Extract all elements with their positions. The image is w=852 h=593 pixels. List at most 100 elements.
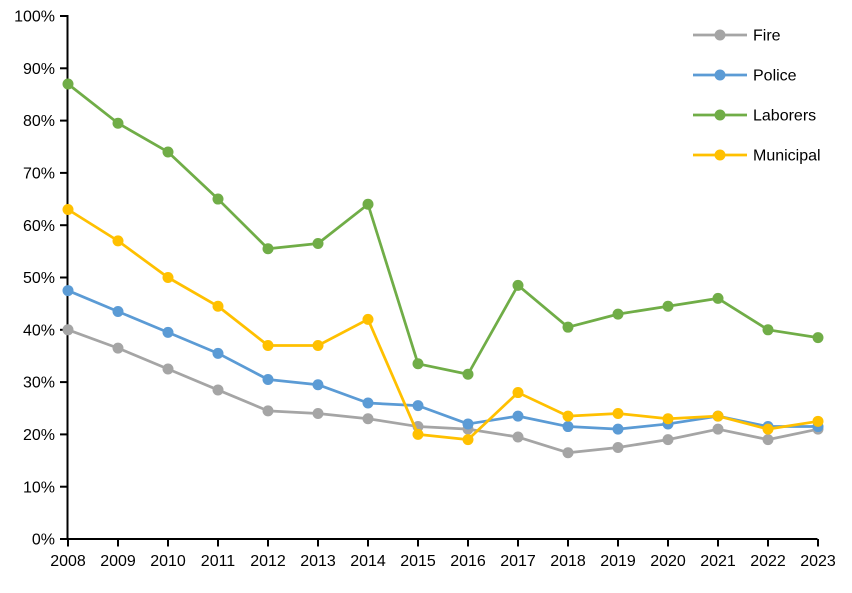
data-point-municipal-2011 (212, 300, 224, 312)
x-axis-label: 2023 (800, 553, 836, 570)
y-axis-label: 60% (23, 218, 55, 235)
data-point-laborers-2012 (262, 243, 274, 255)
series-line-laborers (67, 82, 819, 376)
x-axis-label: 2015 (400, 553, 436, 570)
data-point-municipal-2014 (362, 313, 374, 325)
data-point-police-2017 (512, 410, 524, 422)
legend-marker-municipal (714, 149, 726, 161)
series-line-fire (67, 328, 819, 455)
data-point-fire-2018 (562, 447, 574, 459)
data-point-laborers-2010 (162, 146, 174, 158)
legend-item-police: Police (693, 68, 797, 85)
data-point-police-2009 (112, 305, 124, 317)
legend-label-municipal: Municipal (753, 148, 821, 165)
data-point-laborers-2021 (712, 292, 724, 304)
legend: Fire Police Laborers Municipal (693, 28, 821, 165)
data-point-police-2010 (162, 326, 174, 338)
x-axis-label: 2020 (650, 553, 686, 570)
legend-item-municipal: Municipal (693, 148, 821, 165)
data-point-municipal-2010 (162, 272, 174, 283)
data-point-laborers-2015 (412, 358, 424, 370)
x-axis-label: 2008 (50, 553, 86, 570)
data-point-laborers-2008 (62, 78, 74, 90)
x-axis-label: 2011 (201, 553, 236, 570)
data-point-municipal-2015 (412, 428, 424, 440)
data-point-fire-2021 (712, 423, 724, 435)
x-axis-label: 2017 (500, 553, 536, 570)
x-axis-label: 2018 (550, 553, 586, 570)
x-axis-label: 2021 (700, 553, 736, 570)
data-point-police-2013 (312, 379, 324, 391)
data-point-laborers-2020 (662, 300, 674, 312)
series-laborers (62, 78, 824, 380)
x-axis-label: 2009 (100, 553, 136, 570)
data-point-police-2012 (262, 373, 274, 385)
data-point-laborers-2017 (512, 279, 524, 291)
data-point-fire-2012 (262, 405, 274, 417)
legend-label-police: Police (753, 68, 797, 85)
y-axis-label: 50% (23, 270, 55, 287)
data-point-fire-2010 (162, 363, 174, 375)
legend-marker-police (714, 69, 726, 81)
legend-item-laborers: Laborers (693, 108, 816, 125)
x-axis-label: 2019 (600, 553, 636, 570)
data-point-police-2018 (562, 421, 574, 433)
x-axis-label: 2010 (150, 553, 186, 570)
data-point-fire-2014 (362, 413, 374, 425)
data-point-municipal-2022 (762, 423, 774, 435)
legend-item-fire: Fire (693, 28, 781, 45)
y-axis-label: 90% (23, 61, 55, 78)
data-point-municipal-2017 (512, 387, 524, 399)
data-point-police-2008 (62, 285, 74, 297)
legend-marker-laborers (714, 109, 726, 121)
data-point-municipal-2012 (262, 339, 274, 351)
series-line-municipal (67, 208, 819, 442)
data-point-municipal-2018 (562, 410, 574, 422)
y-axis-label: 10% (23, 479, 55, 496)
y-axis-label: 80% (23, 113, 55, 130)
legend-label-fire: Fire (753, 28, 781, 45)
data-point-fire-2008 (62, 324, 74, 336)
y-axis-label: 40% (23, 322, 55, 339)
data-point-laborers-2019 (612, 308, 624, 320)
y-axis-label: 70% (23, 166, 55, 183)
data-point-municipal-2009 (112, 235, 124, 247)
series-municipal (62, 204, 824, 446)
data-point-municipal-2019 (612, 407, 624, 419)
data-point-police-2016 (462, 418, 474, 430)
x-axis-label: 2013 (300, 553, 336, 570)
data-point-municipal-2023 (812, 415, 824, 427)
x-axis-label: 2012 (250, 553, 286, 570)
axes: 0% 10% 20% 30% 40% 50% 60% 70% 80% 90% 100% 2008 200… (14, 9, 836, 570)
data-point-laborers-2018 (562, 321, 574, 333)
data-point-municipal-2016 (462, 434, 474, 446)
data-point-fire-2017 (512, 431, 524, 443)
data-point-laborers-2011 (212, 193, 224, 205)
data-point-laborers-2009 (112, 117, 124, 129)
data-point-municipal-2021 (712, 410, 724, 422)
data-point-laborers-2023 (812, 332, 824, 344)
data-point-police-2011 (212, 347, 224, 359)
data-point-laborers-2014 (362, 198, 374, 210)
x-axis-label: 2022 (750, 553, 786, 570)
x-axis-label: 2016 (450, 553, 486, 570)
data-point-police-2014 (362, 397, 374, 409)
data-point-laborers-2022 (762, 324, 774, 336)
data-point-municipal-2008 (62, 204, 74, 216)
legend-marker-fire (714, 29, 726, 41)
legend-label-laborers: Laborers (753, 108, 816, 125)
data-point-fire-2019 (612, 441, 624, 453)
data-point-fire-2020 (662, 434, 674, 446)
series-layer (62, 78, 824, 459)
y-axis-label: 0% (32, 532, 55, 549)
y-axis-label: 30% (23, 375, 55, 392)
data-point-fire-2011 (212, 384, 224, 396)
data-point-police-2015 (412, 400, 424, 412)
series-police (62, 285, 824, 435)
data-point-municipal-2013 (312, 339, 324, 351)
data-point-fire-2013 (312, 407, 324, 419)
data-point-police-2019 (612, 423, 624, 435)
data-point-fire-2022 (762, 434, 774, 446)
